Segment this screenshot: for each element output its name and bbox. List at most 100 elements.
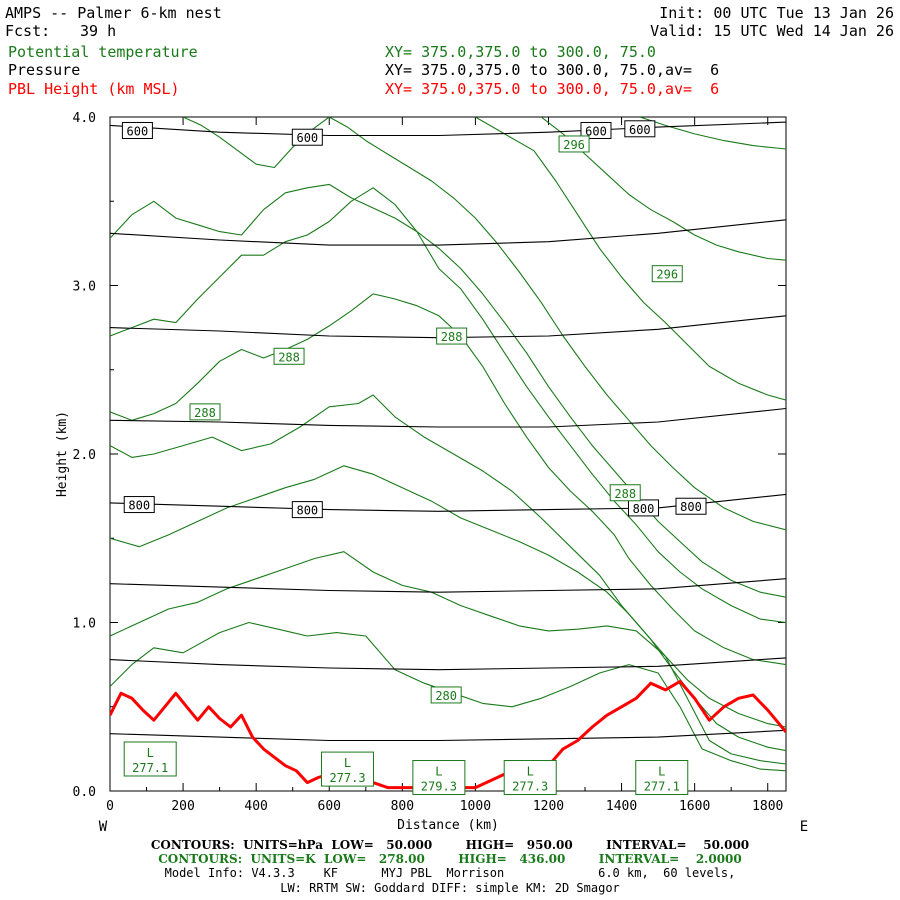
- footer-physics: LW: RRTM SW: Goddard DIFF: simple KM: 2D…: [280, 881, 620, 895]
- y-axis-label: Height (km): [55, 411, 70, 497]
- contour-label-box: [558, 135, 590, 153]
- theta-contour-286: [110, 394, 786, 728]
- contour-label-pressure: 800: [680, 500, 702, 514]
- theta-contour-282: [110, 551, 786, 765]
- contour-label-theta: 288: [614, 487, 636, 501]
- model-title: AMPS -- Palmer 6-km nest: [5, 4, 222, 22]
- minimum-label-letter: L: [527, 765, 534, 779]
- contour-label-box: [651, 265, 683, 283]
- theta-contours: [110, 117, 786, 772]
- contour-label-theta: 296: [656, 268, 678, 282]
- minimum-label-box: [123, 741, 177, 777]
- minimum-label-box: [503, 760, 557, 796]
- minimum-label-letter: L: [435, 765, 442, 779]
- contour-label-box: [609, 484, 641, 502]
- contour-label-box: [627, 499, 659, 517]
- contour-label-pressure: 600: [585, 124, 607, 138]
- y-tick-label: 0.0: [73, 785, 96, 800]
- contour-label-box: [291, 501, 323, 519]
- contour-label-pressure: 600: [296, 131, 318, 145]
- pressure-contour-950: [110, 729, 786, 742]
- minimum-label-value: 277.3: [329, 771, 365, 785]
- pbl-height-series: [110, 680, 786, 790]
- pressure-contour-850: [110, 578, 786, 593]
- x-tick-label: 1200: [533, 799, 564, 814]
- contour-label-pressure: 600: [127, 124, 149, 138]
- theta-contour-292: [110, 183, 786, 598]
- contour-label-box: [273, 347, 305, 365]
- minimum-label-box: [321, 751, 375, 787]
- contour-label-theta: 280: [435, 689, 457, 703]
- minimum-label-box: [635, 760, 689, 796]
- valid-time: Valid: 15 UTC Wed 14 Jan 26: [650, 22, 894, 40]
- theta-contour-288: [110, 293, 786, 666]
- contour-label-theta: 288: [194, 406, 216, 420]
- west-label: W: [99, 819, 108, 835]
- forecast-hour: 39 h: [80, 22, 117, 40]
- theta-contour-294: [182, 117, 786, 531]
- field-potential-temperature-xy: XY= 375.0,375.0 to 300.0, 75.0: [385, 43, 656, 61]
- minimum-label-value: 277.1: [644, 780, 680, 794]
- contour-label-box: [675, 497, 707, 515]
- theta-contour-290: [110, 187, 786, 624]
- field-pressure-xy: XY= 375.0,375.0 to 300.0, 75.0,av= 6: [385, 61, 720, 79]
- init-time: Init: 00 UTC Tue 13 Jan 26: [659, 4, 894, 22]
- contour-label-box: [291, 128, 323, 146]
- contour-label-box: [436, 327, 468, 345]
- contour-label-theta: 288: [441, 330, 463, 344]
- contour-label-pressure: 600: [629, 123, 651, 137]
- east-label: E: [800, 819, 808, 835]
- minimum-label-value: 279.3: [421, 780, 457, 794]
- pressure-contour-650: [110, 219, 786, 246]
- y-tick-label: 2.0: [73, 448, 96, 463]
- minimum-label-letter: L: [344, 756, 351, 770]
- minimum-label-value: 277.1: [132, 761, 168, 775]
- theta-contour-296: [475, 117, 786, 401]
- y-tick-label: 1.0: [73, 617, 96, 632]
- minimum-label-box: [412, 760, 466, 796]
- x-tick-label: 0: [106, 799, 114, 814]
- field-pbl-height-xy: XY= 375.0,375.0 to 300.0, 75.0,av= 6: [385, 80, 720, 98]
- x-tick-label: 600: [318, 799, 341, 814]
- pressure-contours: [110, 121, 786, 742]
- x-axis-label: Distance (km): [397, 818, 499, 833]
- contour-label-box: [430, 686, 462, 704]
- plot-axes: 0 200 400 600 800 1000 1200 1400 1600 1800 0.0 1.0 2…: [55, 111, 808, 835]
- forecast-label: Fcst:: [5, 22, 51, 40]
- pbl-height-line: [110, 680, 786, 790]
- minimum-label-letter: L: [658, 765, 665, 779]
- pressure-contour-600: [110, 121, 786, 137]
- pressure-contour-750: [110, 407, 786, 428]
- footer-theta-contours: CONTOURS: UNITS=K LOW= 278.00 HIGH= 436.…: [158, 852, 742, 866]
- y-tick-label: 4.0: [73, 111, 96, 126]
- theta-contour-300: [639, 117, 786, 150]
- contour-label-pressure: 800: [633, 502, 655, 516]
- contour-label-box: [123, 496, 155, 514]
- pressure-contour-900: [110, 657, 786, 671]
- minimum-label-letter: L: [147, 746, 154, 760]
- x-tick-label: 1600: [679, 799, 710, 814]
- contour-labels: 600 600 600 600 800 800 800 800 296 296 288 288 288 2…: [121, 120, 707, 796]
- contour-label-pressure: 800: [296, 504, 318, 518]
- y-tick-label: 3.0: [73, 280, 96, 295]
- x-tick-label: 1000: [460, 799, 491, 814]
- field-pbl-height: PBL Height (km MSL): [8, 80, 180, 98]
- x-tick-label: 200: [171, 799, 194, 814]
- contour-label-box: [624, 120, 656, 138]
- minimum-label-value: 277.3: [512, 780, 548, 794]
- contour-label-theta: 296: [563, 138, 585, 152]
- footer-pressure-contours: CONTOURS: UNITS=hPa LOW= 50.000 HIGH= 95…: [150, 838, 750, 852]
- x-tick-label: 400: [244, 799, 267, 814]
- field-pressure: Pressure: [8, 61, 81, 79]
- field-potential-temperature: Potential temperature: [8, 43, 198, 61]
- footer-model-info: Model Info: V4.3.3 KF MYJ PBL Morrison 6…: [164, 866, 736, 880]
- x-tick-label: 800: [391, 799, 414, 814]
- x-tick-label: 1800: [752, 799, 783, 814]
- x-tick-label: 1400: [606, 799, 637, 814]
- contour-label-pressure: 800: [128, 499, 150, 513]
- contour-label-box: [121, 121, 153, 139]
- contour-label-theta: 288: [278, 350, 300, 364]
- contour-label-box: [189, 403, 221, 421]
- contour-label-box: [580, 121, 612, 139]
